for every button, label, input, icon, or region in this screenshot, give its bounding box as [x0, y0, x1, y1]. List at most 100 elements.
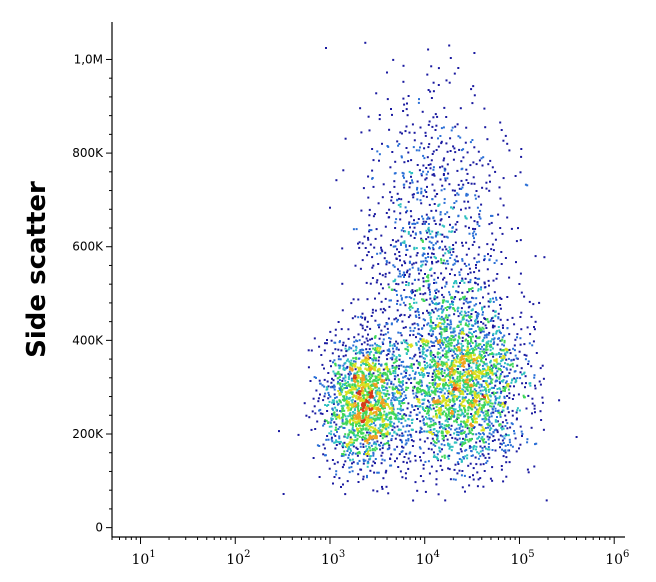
scatter-point: [373, 336, 376, 339]
scatter-point: [480, 355, 483, 358]
scatter-point: [442, 278, 444, 281]
scatter-point: [484, 441, 487, 444]
scatter-point: [412, 440, 415, 443]
scatter-point: [372, 442, 375, 445]
scatter-point: [468, 352, 471, 355]
scatter-point: [502, 480, 505, 483]
scatter-point: [368, 417, 371, 420]
scatter-point: [362, 187, 365, 190]
scatter-point: [486, 348, 489, 351]
scatter-point: [388, 350, 391, 353]
scatter-point: [438, 426, 441, 429]
scatter-point: [370, 376, 373, 379]
scatter-point: [359, 267, 362, 270]
scatter-point: [380, 462, 383, 465]
scatter-point: [414, 294, 416, 297]
scatter-point: [396, 342, 399, 345]
scatter-point: [424, 395, 427, 397]
scatter-point: [332, 399, 335, 402]
scatter-point: [347, 448, 350, 451]
scatter-point: [487, 340, 490, 343]
scatter-point: [497, 316, 500, 319]
scatter-point: [462, 378, 465, 381]
scatter-point: [372, 354, 375, 357]
scatter-point: [383, 423, 386, 426]
scatter-point: [429, 291, 431, 293]
scatter-point: [435, 288, 438, 291]
scatter-point: [347, 435, 350, 438]
scatter-point: [448, 216, 451, 218]
scatter-point: [510, 381, 513, 384]
scatter-point: [381, 485, 383, 488]
scatter-point: [447, 384, 450, 387]
scatter-point: [426, 231, 429, 234]
scatter-point: [366, 465, 369, 468]
scatter-point: [437, 493, 440, 496]
scatter-point: [460, 307, 463, 310]
scatter-point: [464, 442, 467, 444]
scatter-point: [353, 417, 356, 420]
scatter-point: [439, 400, 442, 403]
scatter-point: [393, 288, 396, 291]
scatter-point: [429, 359, 432, 362]
scatter-point: [432, 419, 435, 422]
scatter-point: [403, 186, 406, 189]
scatter-point: [464, 225, 467, 228]
scatter-point: [390, 437, 393, 440]
scatter-point: [432, 433, 434, 436]
scatter-point: [492, 424, 495, 427]
scatter-point: [350, 449, 352, 452]
scatter-point: [377, 402, 380, 405]
scatter-point: [332, 370, 335, 373]
scatter-point: [427, 408, 430, 411]
scatter-point: [390, 421, 393, 424]
scatter-point: [446, 323, 449, 326]
scatter-point: [510, 359, 513, 362]
scatter-point: [356, 452, 359, 455]
scatter-point: [343, 397, 346, 400]
scatter-point: [419, 199, 422, 202]
scatter-point: [438, 352, 441, 355]
scatter-point: [468, 402, 471, 405]
scatter-point: [474, 318, 477, 321]
scatter-point: [371, 395, 374, 398]
scatter-point: [447, 403, 450, 406]
scatter-point: [430, 355, 432, 358]
scatter-point: [448, 307, 451, 310]
scatter-point: [463, 406, 465, 409]
scatter-point: [328, 432, 331, 435]
scatter-point: [451, 415, 454, 418]
scatter-point: [450, 268, 453, 271]
scatter-point: [512, 358, 515, 361]
scatter-point: [461, 411, 464, 414]
scatter-point: [505, 475, 508, 478]
scatter-point: [420, 371, 423, 374]
scatter-point: [414, 405, 417, 408]
scatter-point: [404, 477, 407, 480]
scatter-point: [335, 396, 338, 399]
scatter-point: [462, 456, 465, 459]
scatter-point: [518, 409, 521, 412]
scatter-point: [474, 311, 477, 313]
scatter-point: [439, 326, 442, 329]
scatter-point: [436, 409, 439, 412]
scatter-point: [339, 401, 342, 404]
scatter-point: [354, 439, 357, 442]
scatter-point: [494, 314, 497, 317]
scatter-point: [405, 253, 407, 256]
scatter-point: [461, 441, 464, 444]
scatter-point: [356, 429, 359, 432]
scatter-point: [414, 233, 417, 236]
scatter-point: [375, 377, 378, 380]
scatter-point: [422, 422, 425, 425]
scatter-point: [470, 377, 473, 380]
scatter-point: [334, 328, 337, 331]
scatter-point: [446, 177, 449, 180]
scatter-point: [429, 395, 431, 397]
scatter-point: [487, 391, 490, 393]
scatter-point: [342, 368, 345, 371]
scatter-point: [381, 399, 384, 401]
scatter-point: [408, 452, 411, 455]
scatter-point: [373, 383, 376, 386]
scatter-point: [494, 449, 497, 452]
